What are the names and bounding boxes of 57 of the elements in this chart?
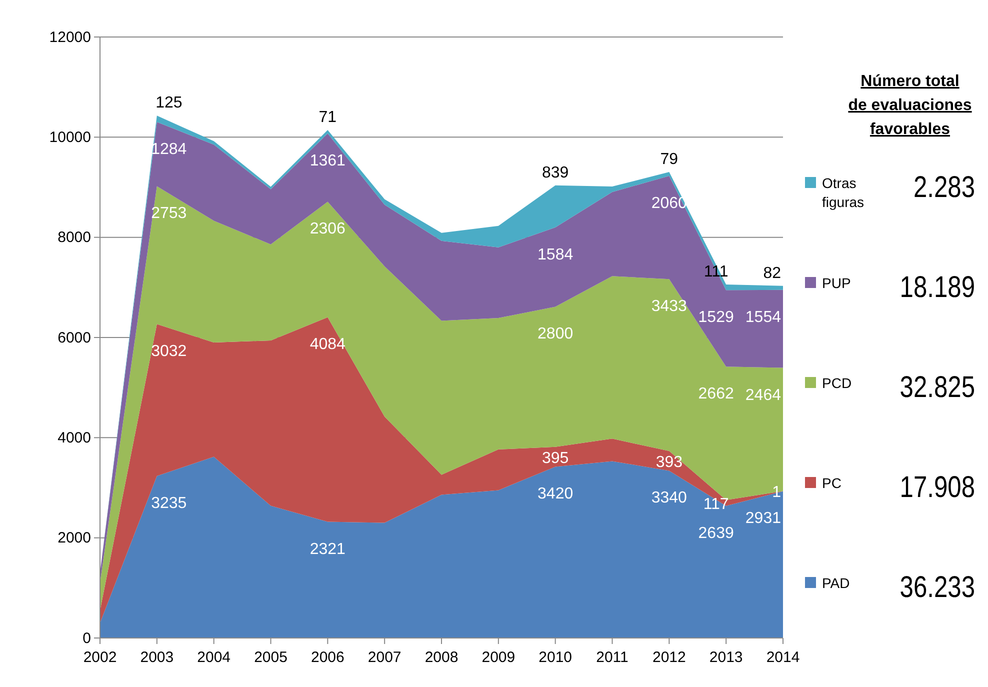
data-label: 2662: [698, 386, 734, 403]
x-tick-label: 2008: [424, 649, 458, 666]
legend-title: Número total de evaluaciones favorables: [848, 73, 972, 138]
y-tick-label: 0: [82, 630, 91, 647]
data-label: 79: [660, 150, 678, 168]
data-label: 3032: [151, 343, 187, 360]
data-label: 117: [703, 496, 729, 513]
x-tick-label: 2009: [482, 649, 516, 666]
y-tick-label: 4000: [58, 429, 91, 446]
data-label: 2306: [310, 220, 346, 238]
data-label: 1554: [745, 308, 782, 326]
y-tick-label: 8000: [58, 229, 91, 246]
legend-label: PC: [822, 475, 842, 491]
data-label: 393: [656, 454, 683, 471]
x-tick-label: 2013: [709, 649, 743, 666]
data-label: 1529: [698, 309, 734, 326]
data-label: 395: [542, 450, 569, 467]
x-tick-label: 2010: [538, 649, 572, 666]
y-tick-label: 10000: [49, 128, 91, 146]
x-tick-label: 2005: [254, 649, 288, 666]
x-tick-label: 2003: [140, 649, 174, 666]
data-label: 2639: [698, 524, 734, 542]
data-label: 71: [318, 109, 337, 126]
legend-label: PAD: [822, 575, 850, 591]
data-label: 3433: [651, 298, 688, 316]
text: 32.825: [900, 370, 975, 404]
text: 2.283: [913, 170, 975, 204]
text: 36.233: [900, 570, 975, 604]
data-label: 2464: [745, 386, 782, 404]
x-tick-label: 2006: [310, 649, 344, 666]
x-tick-label: 2002: [83, 649, 117, 666]
data-label: 2321: [310, 540, 346, 558]
y-tick-label: 2000: [58, 530, 91, 547]
data-label: 2800: [538, 326, 574, 343]
x-tick-label: 2011: [596, 649, 628, 666]
data-label: 82: [763, 264, 782, 282]
data-label: 4084: [310, 336, 346, 354]
data-label: 2931: [745, 510, 782, 528]
legend-label: PCD: [822, 375, 852, 391]
text: 18.189: [900, 270, 975, 304]
data-label: 839: [542, 164, 569, 182]
x-tick-label: 2007: [368, 649, 402, 666]
x-tick-label: 2004: [197, 649, 231, 666]
data-label: 125: [156, 94, 182, 112]
data-label: 2753: [151, 205, 187, 222]
data-label: 3420: [538, 486, 574, 503]
legend-label: Otras figuras: [822, 175, 864, 210]
data-label: 3235: [151, 494, 187, 512]
data-label: 3340: [651, 490, 688, 507]
legend-label: PUP: [822, 275, 851, 291]
x-tick-label: 2012: [652, 649, 686, 666]
text: 17.908: [900, 470, 975, 504]
y-tick-label: 6000: [58, 329, 91, 346]
x-tick-label: 2014: [766, 649, 800, 666]
data-label: 1361: [310, 152, 346, 170]
y-tick-label: 12000: [49, 28, 91, 46]
data-label: 1584: [538, 246, 574, 264]
